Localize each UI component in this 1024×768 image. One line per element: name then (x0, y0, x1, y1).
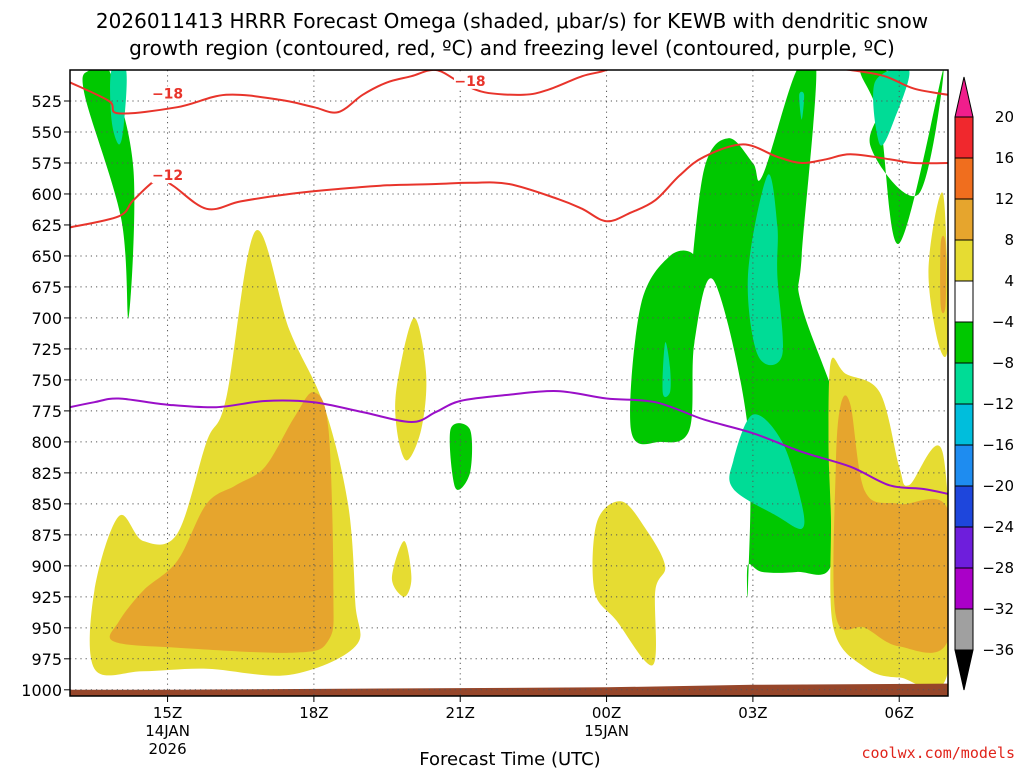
dgz-contour-label-2: −12 (152, 168, 183, 184)
gridlines (70, 70, 948, 696)
dgz-label-bg-2 (151, 168, 184, 184)
y-tick-label-725: 725 (31, 340, 62, 359)
dgz-contour-label-1: −18 (454, 74, 485, 90)
x-tick-sub1-15Z: 14JAN (145, 722, 190, 740)
colorbar-label-10: −24 (982, 518, 1014, 536)
credit-text: coolwx.com/models (861, 744, 1015, 762)
colorbar-label-6: −8 (992, 354, 1014, 372)
y-tick-label-925: 925 (31, 588, 62, 607)
omega-region-15 (928, 192, 948, 357)
y-tick-label-600: 600 (31, 185, 62, 204)
dgz-contour-label-0: −18 (152, 86, 183, 102)
colorbar-label-9: −20 (982, 477, 1014, 495)
dgz-contour-1 (840, 70, 948, 96)
y-tick-label-950: 950 (31, 619, 62, 638)
y-tick-label-650: 650 (31, 247, 62, 266)
y-tick-label-675: 675 (31, 278, 62, 297)
omega-region-13 (592, 501, 666, 666)
x-tick-label-03Z: 03Z (738, 704, 767, 722)
dgz-contour-2 (70, 143, 948, 229)
plot-frame (69, 69, 949, 697)
y-tick-label-1000: 1000 (21, 681, 62, 700)
colorbar-swatch-5 (954, 321, 974, 364)
colorbar-swatch-0 (954, 116, 974, 159)
y-tick-label-750: 750 (31, 371, 62, 390)
y-tick-label-900: 900 (31, 557, 62, 576)
y-tick-label-575: 575 (31, 154, 62, 173)
omega-region-9 (799, 91, 805, 120)
omega-region-1 (630, 70, 851, 597)
ground-surface (70, 683, 948, 696)
x-tick-label-15Z: 15Z (153, 704, 182, 722)
colorbar-label-3: 8 (1004, 231, 1014, 249)
colorbar-bottom-arrow (954, 649, 974, 691)
omega-region-6 (729, 414, 805, 530)
colorbar-swatch-3 (954, 239, 974, 282)
omega-region-12 (391, 541, 412, 597)
y-tick-label-825: 825 (31, 464, 62, 483)
y-tick-label-525: 525 (31, 92, 62, 111)
colorbar-label-12: −32 (982, 600, 1014, 618)
colorbar: 20 16 12 8 4 −4 −8 −12 −16 −20 −24 −28 −32 −36 (954, 76, 1014, 691)
dgz-label-bg-0 (151, 86, 184, 102)
y-tick-label-850: 850 (31, 495, 62, 514)
omega-region-7 (662, 342, 671, 398)
colorbar-label-0: 20 (995, 108, 1014, 126)
colorbar-label-11: −28 (982, 559, 1014, 577)
colorbar-swatch-10 (954, 526, 974, 569)
colorbar-label-7: −12 (982, 395, 1014, 413)
contours: −18 −18 −12 (70, 70, 948, 495)
colorbar-swatch-8 (954, 444, 974, 487)
x-tick-label-06Z: 06Z (885, 704, 914, 722)
omega-region-4 (110, 70, 127, 145)
chart-title-line-2: growth region (contoured, red, ºC) and f… (129, 36, 895, 60)
dgz-contour-0 (70, 70, 610, 115)
omega-region-8 (873, 70, 910, 146)
freezing-level-line (70, 389, 948, 495)
omega-region-11 (395, 317, 427, 461)
colorbar-label-4: 4 (1004, 272, 1014, 290)
colorbar-swatch-12 (954, 608, 974, 651)
x-tick-label-00Z: 00Z (592, 704, 621, 722)
colorbar-swatch-2 (954, 198, 974, 241)
colorbar-swatch-9 (954, 485, 974, 528)
x-tick-label-18Z: 18Z (299, 704, 328, 722)
colorbar-label-5: −4 (992, 313, 1014, 331)
colorbar-swatch-4 (954, 280, 974, 323)
omega-region-16 (109, 392, 334, 653)
y-tick-label-625: 625 (31, 216, 62, 235)
colorbar-swatch-1 (954, 157, 974, 200)
omega-region-18 (940, 235, 947, 314)
colorbar-swatch-6 (954, 362, 974, 405)
x-tick-label-21Z: 21Z (446, 704, 475, 722)
dgz-label-bg-1 (453, 73, 486, 89)
omega-region-17 (833, 395, 948, 653)
x-tick-sub2-15Z: 2026 (148, 740, 186, 758)
y-tick-label-775: 775 (31, 402, 62, 421)
x-axis-label: Forecast Time (UTC) (419, 749, 600, 768)
y-tick-label-975: 975 (31, 650, 62, 669)
omega-shading (82, 70, 948, 690)
colorbar-label-2: 12 (995, 190, 1014, 208)
colorbar-swatch-7 (954, 403, 974, 446)
y-tick-label-875: 875 (31, 526, 62, 545)
colorbar-label-8: −16 (982, 436, 1014, 454)
y-tick-label-700: 700 (31, 309, 62, 328)
x-tick-sub1-00Z: 15JAN (584, 722, 629, 740)
y-tick-label-550: 550 (31, 123, 62, 142)
ground-layer (70, 683, 948, 696)
colorbar-label-13: −36 (982, 641, 1014, 659)
colorbar-swatch-11 (954, 567, 974, 610)
y-tick-label-800: 800 (31, 433, 62, 452)
y-axis: 525 550 575 600 625 650 675 700 725 750 775 800 825 8… (21, 92, 70, 700)
chart-title-line-1: 2026011413 HRRR Forecast Omega (shaded, … (96, 9, 928, 33)
plot-area: −18 −18 −12 (70, 70, 948, 696)
colorbar-top-arrow (954, 76, 974, 118)
colorbar-label-1: 16 (995, 149, 1014, 167)
